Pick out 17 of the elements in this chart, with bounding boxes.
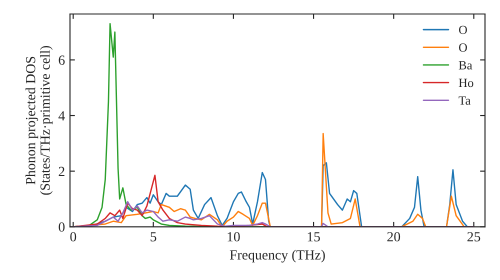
x-tick-label: 15 <box>308 232 320 242</box>
y-tick-label: 6 <box>58 56 65 65</box>
x-tick-label: 5 <box>150 232 156 242</box>
x-tick-label: 25 <box>467 232 480 242</box>
y-axis-title: Phonon projected DOS (States/THz·primitive cell) <box>26 46 53 195</box>
legend-label: O <box>458 43 467 52</box>
x-tick-label: 0 <box>70 232 76 242</box>
x-axis-title: Frequency (THz) <box>230 250 325 262</box>
y-tick-label: 4 <box>58 111 65 120</box>
legend-label: O <box>458 26 467 34</box>
legend-label: Ba <box>458 61 472 70</box>
legend-label: Ho <box>458 78 474 88</box>
x-tick-label: 20 <box>387 232 400 242</box>
legend-label: Ta <box>458 96 471 105</box>
x-tick-label: 10 <box>228 232 240 242</box>
y-tick-label: 2 <box>58 166 64 176</box>
y-tick-label: 0 <box>58 222 65 232</box>
